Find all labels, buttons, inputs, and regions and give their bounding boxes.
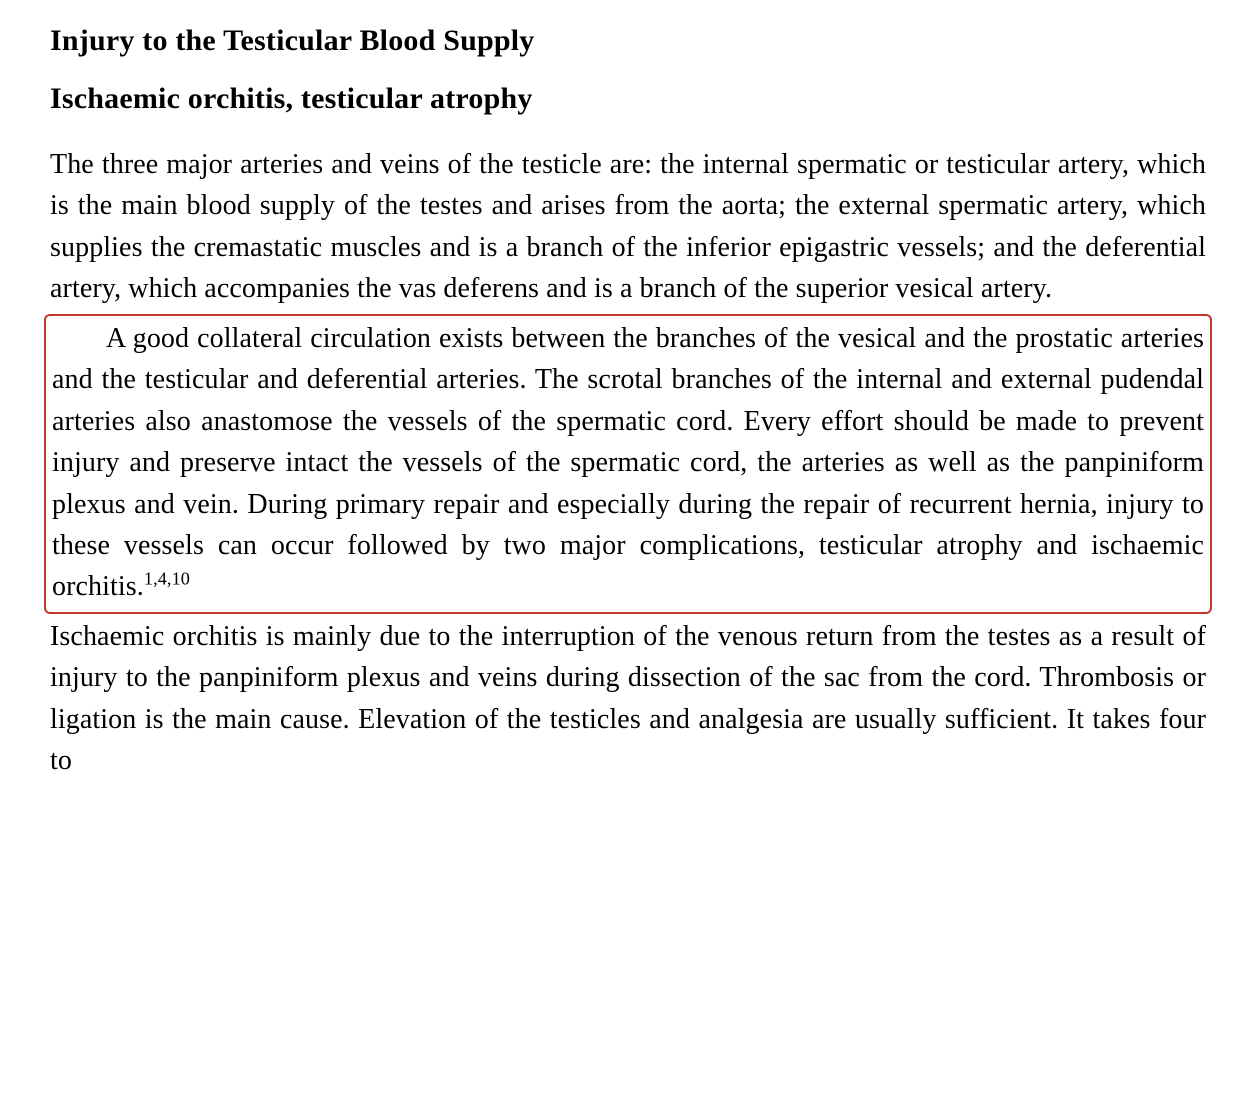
- paragraph-text: A good collateral circulation exists bet…: [52, 323, 1204, 603]
- highlighted-region: A good collateral circulation exists bet…: [44, 314, 1212, 614]
- body-paragraph-2: A good collateral circulation exists bet…: [52, 318, 1204, 608]
- section-heading: Injury to the Testicular Blood Supply: [50, 24, 1206, 58]
- body-paragraph-1: The three major arteries and veins of th…: [50, 144, 1206, 310]
- subsection-heading: Ischaemic orchitis, testicular atrophy: [50, 82, 1206, 116]
- citation-superscript: 1,4,10: [144, 569, 190, 589]
- document-page: Injury to the Testicular Blood Supply Is…: [0, 0, 1256, 802]
- body-paragraph-3: Ischaemic orchitis is mainly due to the …: [50, 616, 1206, 782]
